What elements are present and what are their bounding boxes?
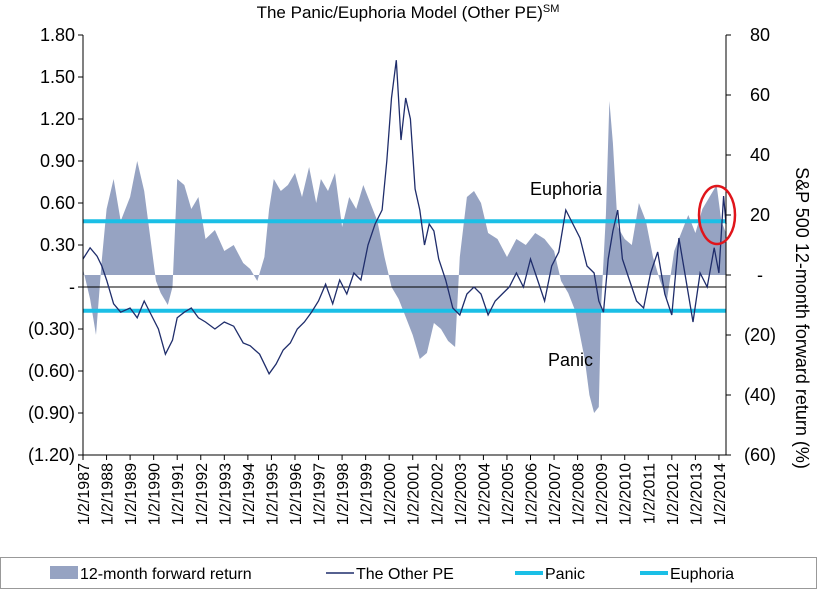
left-tick-label: (0.30): [28, 319, 75, 339]
right-tick-label: 60: [750, 85, 770, 105]
x-tick-label: 1/2/2000: [382, 463, 399, 525]
x-tick-label: 1/2/1991: [170, 463, 187, 525]
legend-swatch-forward-return: [50, 566, 78, 579]
x-tick-label: 1/2/2008: [571, 463, 588, 525]
panic-annotation: Panic: [548, 350, 593, 370]
x-axis: 1/2/1987 1/2/1988 1/2/1989 1/2/1990 1/2/1991…: [76, 454, 729, 525]
x-tick-label: 1/2/1997: [312, 463, 329, 525]
x-tick-label: 1/2/2005: [500, 463, 517, 525]
left-tick-label: 1.80: [40, 25, 75, 45]
x-tick-label: 1/2/2009: [594, 463, 611, 525]
x-tick-label: 1/2/1993: [217, 463, 234, 525]
x-tick-label: 1/2/2003: [453, 463, 470, 525]
x-tick-label: 1/2/2006: [524, 463, 541, 525]
right-tick-label: 20: [750, 205, 770, 225]
x-tick-label: 1/2/2011: [641, 463, 658, 524]
right-tick-label: -: [757, 265, 763, 285]
x-tick-label: 1/2/2001: [406, 463, 423, 525]
right-axis-label: S&P 500 12-month forward return (%): [792, 167, 812, 469]
x-tick-label: 1/2/1992: [194, 463, 211, 525]
legend-box: [0, 557, 817, 589]
x-tick-label: 1/2/2010: [618, 463, 635, 525]
x-tick-label: 1/2/2007: [547, 463, 564, 525]
x-tick-label: 1/2/2004: [476, 463, 493, 525]
highlight-circle: [697, 184, 737, 246]
forward-return-area: [83, 101, 726, 413]
left-tick-label: (0.60): [28, 361, 75, 381]
x-tick-label: 1/2/2012: [665, 463, 682, 525]
right-tick-label: (40): [744, 385, 776, 405]
plot-area: [82, 60, 727, 413]
x-tick-label: 1/2/1988: [100, 463, 117, 525]
left-tick-label: (0.90): [28, 403, 75, 423]
legend: 12-month forward return The Other PE Panic…: [0, 557, 817, 589]
x-tick-label: 1/2/1998: [335, 463, 352, 525]
chart-title-main: The Panic/Euphoria Model (Other PE): [257, 3, 543, 22]
right-tick-label: 80: [750, 25, 770, 45]
right-tick-label: (60): [744, 445, 776, 465]
x-tick-label: 1/2/2013: [688, 463, 705, 525]
euphoria-annotation: Euphoria: [530, 179, 603, 199]
legend-label: The Other PE: [356, 566, 454, 583]
left-tick-label: 0.60: [40, 193, 75, 213]
right-axis: 80 60 40 20 - (20) (40) (60): [725, 25, 776, 465]
left-tick-label: (1.20): [28, 445, 75, 465]
legend-label: 12-month forward return: [80, 566, 252, 583]
x-tick-label: 1/2/2014: [712, 463, 729, 525]
x-tick-label: 1/2/1994: [241, 463, 258, 525]
legend-label: Panic: [545, 566, 585, 583]
chart-title: The Panic/Euphoria Model (Other PE)SM: [257, 3, 560, 22]
right-tick-label: 40: [750, 145, 770, 165]
x-tick-label: 1/2/1987: [76, 463, 93, 525]
other-pe-line: [82, 60, 727, 376]
left-tick-label: -: [69, 277, 75, 297]
x-tick-label: 1/2/2002: [429, 463, 446, 525]
x-tick-label: 1/2/1999: [359, 463, 376, 525]
x-tick-label: 1/2/1995: [264, 463, 281, 525]
left-tick-label: 0.90: [40, 151, 75, 171]
left-axis: 1.80 1.50 1.20 0.90 0.60 0.30 - (0.30) (0.60) (0.…: [28, 25, 84, 465]
right-tick-label: (20): [744, 325, 776, 345]
x-tick-label: 1/2/1990: [147, 463, 164, 525]
left-tick-label: 1.20: [40, 109, 75, 129]
left-tick-label: 0.30: [40, 235, 75, 255]
left-tick-label: 1.50: [40, 67, 75, 87]
x-tick-label: 1/2/1996: [288, 463, 305, 525]
legend-label: Euphoria: [670, 566, 734, 583]
chart-title-superscript: SM: [543, 3, 560, 15]
x-tick-label: 1/2/1989: [123, 463, 140, 525]
